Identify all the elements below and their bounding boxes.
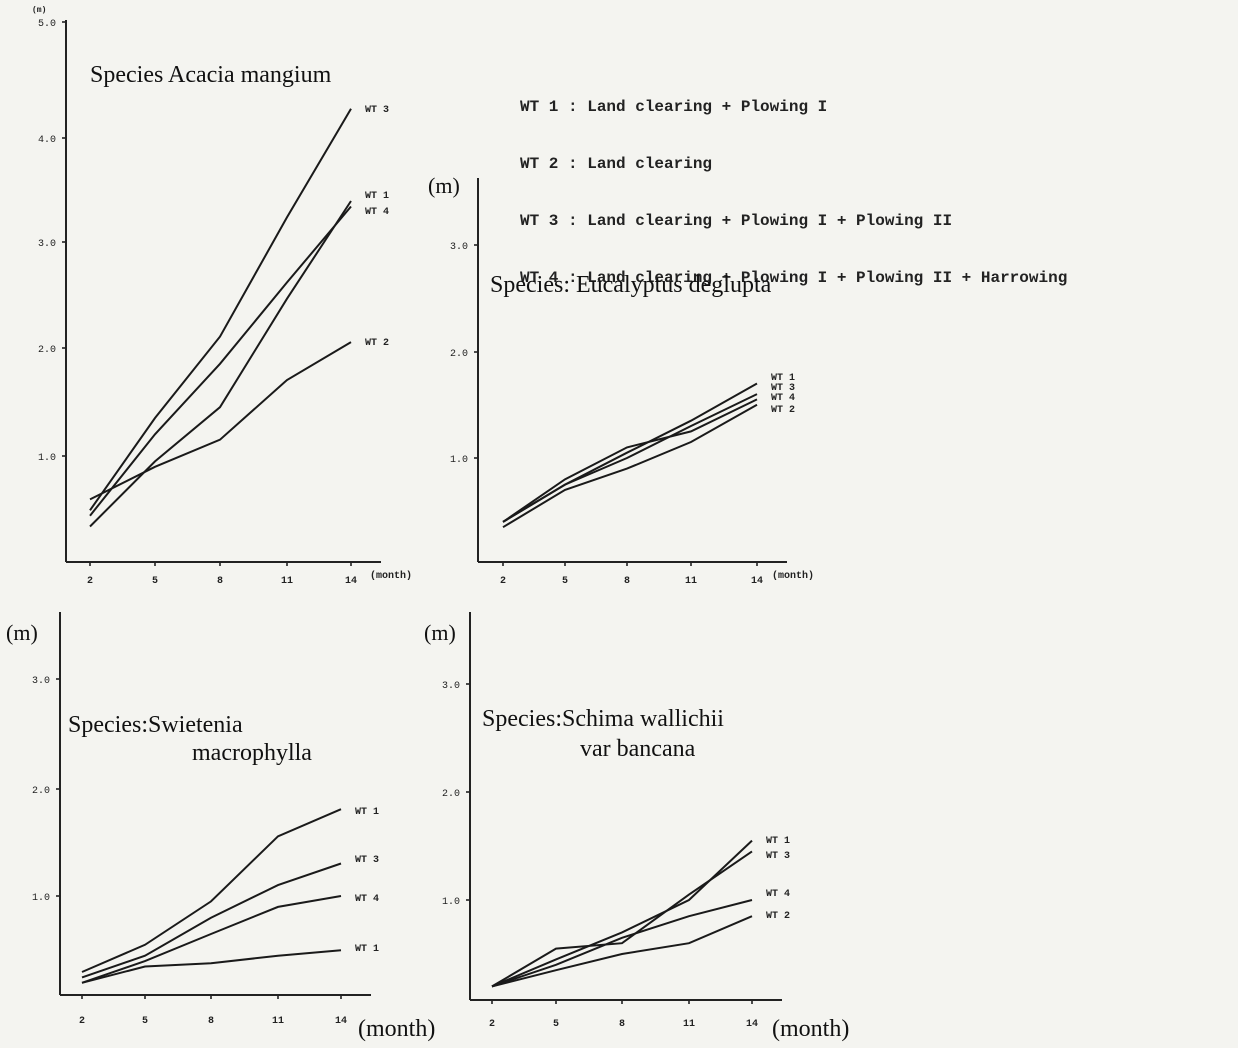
y-tick-label: 3.0 xyxy=(38,239,56,250)
x-tick-label: 8 xyxy=(624,576,630,587)
chart-title: Species Acacia mangium xyxy=(90,62,332,88)
series-line-wt2 xyxy=(89,341,352,501)
legend-entry-wt2: WT 2 : Land clearing xyxy=(520,155,713,173)
series-label: WT 2 xyxy=(771,405,795,416)
x-tick-label: 8 xyxy=(208,1016,214,1027)
x-tick-label: 2 xyxy=(489,1019,495,1030)
y-tick-label: 3.0 xyxy=(450,242,468,253)
y-tick-label: 1.0 xyxy=(450,455,468,466)
series-label: WT 3 xyxy=(766,851,790,862)
y-unit-label: (m) xyxy=(6,620,38,645)
series-label: WT 1 xyxy=(771,373,795,384)
series-line-wt3 xyxy=(491,850,753,988)
treatment-legend: WT 1 : Land clearing + Plowing I WT 2 : … xyxy=(520,60,1067,307)
series-line-wt4 xyxy=(491,899,753,988)
series-line-wt3 xyxy=(81,862,342,979)
y-tick-label: 5.0 xyxy=(38,19,56,30)
y-tick-label: 3.0 xyxy=(32,676,50,687)
series-label: WT 3 xyxy=(355,855,379,866)
x-tick-label: 5 xyxy=(562,576,568,587)
x-tick-label: 11 xyxy=(685,576,697,587)
chart-title-line: var bancana xyxy=(580,736,696,762)
series-line-wt4 xyxy=(81,895,342,984)
x-tick-label: 5 xyxy=(152,576,158,587)
series-label: WT 3 xyxy=(771,383,795,394)
x-tick-label: 5 xyxy=(553,1019,559,1030)
legend-entry-wt1: WT 1 : Land clearing + Plowing I xyxy=(520,98,828,116)
chart-title-line: Species:Swietenia xyxy=(68,712,243,738)
x-unit-label: (month) xyxy=(370,570,412,582)
y-tick-label: 2.0 xyxy=(32,786,50,797)
x-unit-label: (month) xyxy=(358,1016,435,1042)
y-unit-label: (m) xyxy=(32,6,46,15)
series-label: WT 4 xyxy=(365,207,389,218)
x-unit-label: (month) xyxy=(772,570,814,582)
series-line-wt1 xyxy=(81,808,342,973)
x-unit-label: (month) xyxy=(772,1016,849,1042)
series-line-wt1 xyxy=(89,205,352,517)
y-tick-label: 3.0 xyxy=(442,681,460,692)
series-label: WT 1 xyxy=(766,836,790,847)
series-line-wt2 xyxy=(491,915,753,988)
x-tick-label: 8 xyxy=(619,1019,625,1030)
x-tick-label: 11 xyxy=(272,1016,284,1027)
series-label: WT 1 xyxy=(355,944,379,955)
x-tick-label: 2 xyxy=(500,576,506,587)
series-label: WT 4 xyxy=(771,393,795,404)
series-label: WT 1 xyxy=(355,807,379,818)
y-tick-label: 2.0 xyxy=(450,349,468,360)
y-tick-label: 2.0 xyxy=(442,789,460,800)
legend-entry-wt3: WT 3 : Land clearing + Plowing I + Plowi… xyxy=(520,212,953,230)
x-tick-label: 14 xyxy=(751,576,763,587)
y-tick-label: 1.0 xyxy=(442,897,460,908)
series-label: WT 2 xyxy=(365,338,389,349)
x-tick-label: 2 xyxy=(79,1016,85,1027)
y-unit-label: (m) xyxy=(424,620,456,645)
chart-title: Species: Eucalyptus deglupta xyxy=(490,272,772,298)
series-line-wt2 xyxy=(81,949,342,984)
chart-title-line: macrophylla xyxy=(192,740,312,766)
series-label: WT 4 xyxy=(766,889,790,900)
series-line-wt1 xyxy=(491,839,753,988)
x-tick-label: 8 xyxy=(217,576,223,587)
x-tick-label: 5 xyxy=(142,1016,148,1027)
series-label: WT 1 xyxy=(365,191,389,202)
x-tick-label: 14 xyxy=(335,1016,347,1027)
legend-entry-wt4: WT 4 : Land clearing + Plowing I + Plowi… xyxy=(520,269,1068,287)
x-tick-label: 14 xyxy=(746,1019,758,1030)
x-tick-label: 14 xyxy=(345,576,357,587)
series-line-wt4 xyxy=(89,200,352,528)
chart-title-line: Species:Schima wallichii xyxy=(482,706,724,732)
series-label: WT 2 xyxy=(766,911,790,922)
x-tick-label: 2 xyxy=(87,576,93,587)
y-tick-label: 4.0 xyxy=(38,135,56,146)
x-tick-label: 11 xyxy=(683,1019,695,1030)
series-label: WT 4 xyxy=(355,894,379,905)
series-line-wt4 xyxy=(502,398,758,523)
series-line-wt3 xyxy=(89,108,352,511)
y-tick-label: 2.0 xyxy=(38,345,56,356)
y-tick-label: 1.0 xyxy=(38,453,56,464)
series-line-wt1 xyxy=(502,382,758,523)
series-line-wt2 xyxy=(502,403,758,529)
series-label: WT 3 xyxy=(365,105,389,116)
y-tick-label: 1.0 xyxy=(32,893,50,904)
series-line-wt3 xyxy=(502,393,758,523)
x-tick-label: 11 xyxy=(281,576,293,587)
y-unit-label: (m) xyxy=(428,173,460,198)
